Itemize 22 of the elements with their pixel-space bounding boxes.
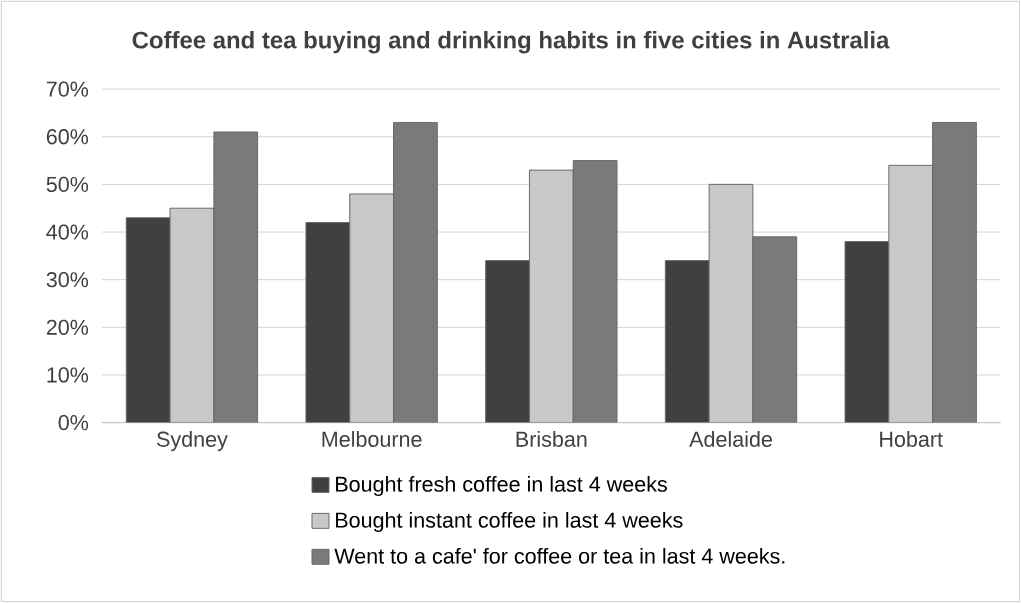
bar [213, 131, 259, 423]
bar [752, 236, 798, 423]
y-tick-label: 40% [46, 224, 89, 240]
legend-label: Bought fresh coffee in last 4 weeks [336, 476, 667, 497]
y-tick-label: 20% [46, 319, 89, 335]
y-tick-label: 10% [47, 367, 89, 383]
x-tick-label: Melbourne [322, 431, 422, 447]
legend-label: Went to a cafe' for coffee or tea in last 4 weeks. [334, 547, 785, 564]
legend-label: Bought instant coffee in last 4 weeks [336, 511, 683, 533]
x-tick-label: Brisban [516, 431, 587, 447]
y-tick-label: 30% [46, 272, 89, 288]
y-tick-label: 70% [46, 81, 89, 97]
chart-title: Coffee and tea buying and drinking habits in five cities in Australia [132, 30, 890, 54]
y-tick-label: 50% [46, 176, 89, 193]
x-tick-label: Adelaide [689, 431, 772, 447]
bar [932, 121, 977, 423]
x-tick-label: Hobart [880, 431, 943, 447]
y-tick-label: 60% [46, 129, 89, 145]
bar [572, 160, 618, 423]
y-tick-label: 0% [58, 414, 89, 431]
bar [393, 121, 438, 423]
x-tick-label: Sydney [157, 431, 228, 452]
